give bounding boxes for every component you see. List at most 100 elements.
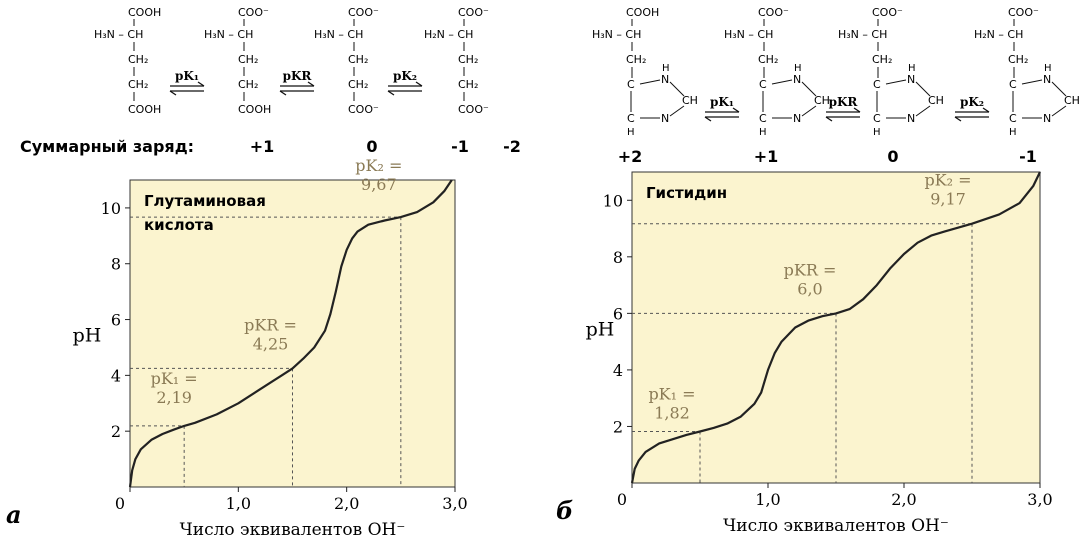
titration-curve — [128, 179, 453, 488]
his-species-3-amine: H₃N – CH — [838, 28, 887, 41]
his-species-4-amine: H₂N – CH — [974, 28, 1023, 41]
glu-species-2-chain-1: CH₂ — [238, 53, 258, 66]
glu-equilibrium-1-arrowhead-left — [169, 90, 177, 96]
his-equilibrium-3-label: pK₂ — [960, 95, 984, 109]
glu-equilibrium-1-label: pK₁ — [175, 69, 199, 83]
glu-species-4-top: COO⁻ — [458, 6, 489, 19]
his-species-2-ring-bond-b — [771, 79, 793, 85]
his-species-3-chain: CH₂ — [872, 53, 892, 66]
his-species-3-ring-bond-b — [885, 79, 907, 85]
glu-species-4-amine: H₂N – CH — [424, 28, 473, 41]
his-species-3-ring-bond-d — [915, 105, 931, 117]
glu-species-2-amine: H₃N – CH — [204, 28, 253, 41]
glu-equilibrium-3-arrowhead-right — [415, 81, 423, 87]
glu-species-3-amine: H₃N – CH — [314, 28, 363, 41]
pk-label-1: pK₁ = — [151, 369, 198, 388]
his-species-4-ring-n1: N — [1043, 73, 1051, 86]
his-species-1-ring-bond-b — [639, 79, 661, 85]
his-species-3-ring-ch: CH — [928, 94, 944, 107]
chart-title-line-1: Глутаминовая — [144, 192, 266, 210]
his-equilibrium-1-arrowhead-right — [732, 107, 740, 113]
his-species-4-ring-bond-d — [1051, 105, 1067, 117]
his-equilibrium-2-arrowhead-right — [853, 107, 861, 113]
y-tick-label: 4 — [613, 361, 623, 380]
his-species-2-ring-bond-c — [801, 81, 817, 97]
his-equilibrium-3-arrowhead-right — [982, 107, 990, 113]
glu-charge-1: +1 — [250, 137, 275, 156]
x-tick-label: 2,0 — [334, 494, 359, 513]
glu-species-3-top: COO⁻ — [348, 6, 379, 19]
chart-title: Глутаминовая кислота — [144, 192, 266, 234]
his-species-4-ring-bond-b — [1021, 79, 1043, 85]
glu-charge-4: -2 — [503, 137, 521, 156]
glu-species-4-chain-2: CH₂ — [458, 78, 478, 91]
his-species-3-top: COO⁻ — [872, 6, 903, 19]
his-species-1-ring-c1: C — [627, 78, 635, 91]
chart-title-line-1: Гистидин — [646, 184, 727, 202]
glu-equilibrium-3-arrowhead-left — [387, 90, 395, 96]
x-tick-label: 2,0 — [891, 490, 916, 509]
glu-species-1-chain-1: CH₂ — [128, 53, 148, 66]
his-species-2-ring-c1: C — [759, 78, 767, 91]
pk-value-1: 1,82 — [654, 404, 690, 423]
pk-label-1: pK₁ = — [648, 385, 695, 404]
his-species-4-ring-ch: CH — [1064, 94, 1080, 107]
glu-equilibrium-3-label: pK₂ — [393, 69, 417, 83]
glu-species-3-bottom: COO⁻ — [348, 103, 379, 116]
his-charge-1: +2 — [618, 147, 643, 166]
glutamate-titration-chart: 2 4 6 8 10 0 1,0 2,0 3,0 pH Число эквивалентов OH⁻… — [6, 156, 468, 540]
x-axis-label: Число эквивалентов OH⁻ — [180, 520, 406, 540]
his-species-1-amine: H₃N – CH — [592, 28, 641, 41]
his-species-4-ring-c1: C — [1009, 78, 1017, 91]
his-species-4-ring-bond-c — [1051, 81, 1067, 97]
his-species-3-ring-n2: N — [907, 112, 915, 125]
titration-curve — [630, 171, 1041, 484]
his-species-4-chain: CH₂ — [1008, 53, 1028, 66]
his-species-1-chain: CH₂ — [626, 53, 646, 66]
his-species-1-ring-h: H — [627, 127, 635, 138]
his-species-2-ring-c2: C — [759, 112, 767, 125]
his-species-2-ring-n2: N — [793, 112, 801, 125]
pk-label-3: pK₂ = — [924, 171, 971, 190]
glu-species-3-chain-1: CH₂ — [348, 53, 368, 66]
pk-value-2: 6,0 — [797, 279, 822, 298]
his-species-1-ring-ch: CH — [682, 94, 698, 107]
pk-value-1: 2,19 — [156, 388, 192, 407]
glu-equilibrium-2-label: pKR — [283, 69, 313, 83]
his-species-2-ring-bond-d — [801, 105, 817, 117]
glu-equilibrium-2-arrowhead-left — [279, 90, 287, 96]
glu-species-1-amine: H₃N – CH — [94, 28, 143, 41]
his-species-3-ring-nh-h: H — [908, 63, 916, 74]
his-equilibrium-2-label: pKR — [829, 95, 859, 109]
his-species-2-ring-h: H — [759, 127, 767, 138]
y-axis-label: pH — [586, 319, 615, 341]
y-tick-label: 10 — [101, 199, 121, 218]
glu-species-2-chain-2: CH₂ — [238, 78, 258, 91]
his-species-1-ring-bond-c — [669, 81, 685, 97]
pk-value-3: 9,67 — [361, 175, 397, 194]
his-species-4-ring-c2: C — [1009, 112, 1017, 125]
his-species-1-ring-c2: C — [627, 112, 635, 125]
y-tick-label: 2 — [613, 417, 623, 436]
glu-equilibrium-1-arrowhead-right — [197, 81, 205, 87]
his-species-1-ring-nh-h: H — [662, 63, 670, 74]
x-tick-label: 0 — [617, 490, 627, 509]
his-species-2-chain: CH₂ — [758, 53, 778, 66]
glu-species-1-chain-2: CH₂ — [128, 78, 148, 91]
glu-species-1-bottom: COOH — [128, 103, 161, 116]
his-charge-2: +1 — [754, 147, 779, 166]
glu-charge-2: 0 — [366, 137, 377, 156]
glu-species-3-chain-2: CH₂ — [348, 78, 368, 91]
his-species-4-ring-h: H — [1009, 127, 1017, 138]
glutamate-ionization-scheme: COOH H₃N – CH CH₂ CH₂ COOH COO⁻ H₃N – CH CH₂ CH₂… — [94, 6, 521, 156]
y-tick-label: 8 — [111, 255, 121, 274]
his-species-4-ring-n2: N — [1043, 112, 1051, 125]
his-species-1-top: COOH — [626, 6, 659, 19]
pk-value-2: 4,25 — [253, 334, 289, 353]
x-tick-label: 1,0 — [226, 494, 251, 513]
y-tick-label: 10 — [603, 191, 623, 210]
his-species-2-ring-n1: N — [793, 73, 801, 86]
pk-label-2: pKR = — [784, 260, 837, 279]
